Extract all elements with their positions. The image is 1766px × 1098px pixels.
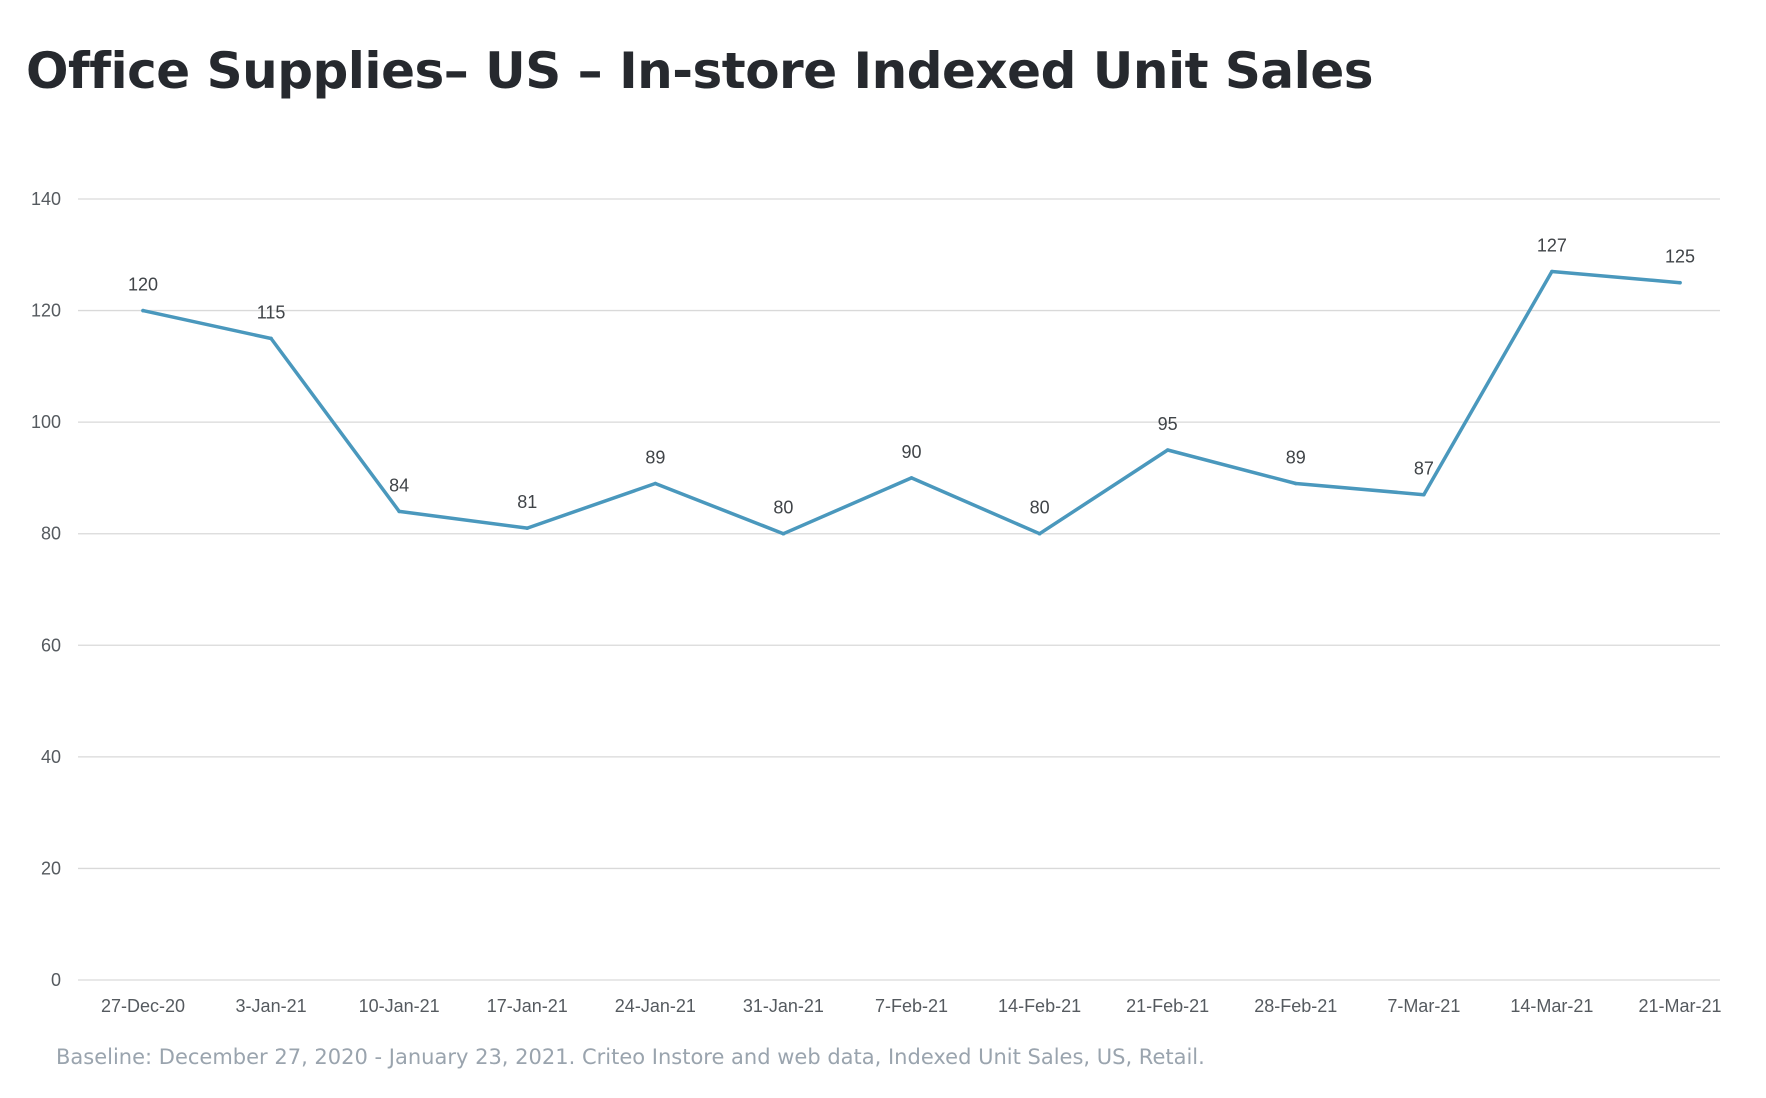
y-tick-label: 40 bbox=[41, 747, 61, 767]
y-tick-label: 120 bbox=[31, 301, 61, 321]
data-labels: 120 115 84 81 89 80 90 80 95 89 87 127 125 bbox=[128, 236, 1695, 518]
data-label: 81 bbox=[517, 492, 537, 512]
data-point bbox=[1678, 280, 1682, 285]
data-label: 87 bbox=[1414, 459, 1434, 479]
x-tick-label: 21-Feb-21 bbox=[1126, 996, 1209, 1016]
y-tick-label: 100 bbox=[31, 412, 61, 432]
source-footnote: Baseline: December 27, 2020 - January 23… bbox=[56, 1045, 1205, 1069]
data-point bbox=[1165, 448, 1170, 452]
data-point bbox=[781, 531, 786, 536]
x-tick-label: 28-Feb-21 bbox=[1254, 996, 1337, 1016]
x-tick-label: 27-Dec-20 bbox=[101, 996, 185, 1016]
y-tick-label: 20 bbox=[41, 858, 61, 878]
data-point bbox=[909, 476, 914, 480]
x-tick-label: 7-Feb-21 bbox=[875, 996, 948, 1016]
data-point bbox=[1422, 492, 1426, 497]
data-label: 80 bbox=[773, 498, 793, 518]
x-tick-label: 10-Jan-21 bbox=[359, 996, 440, 1016]
data-points bbox=[141, 269, 1682, 536]
data-label: 90 bbox=[901, 442, 921, 462]
data-label: 89 bbox=[645, 448, 665, 468]
data-label: 84 bbox=[389, 475, 409, 495]
data-point bbox=[1550, 269, 1554, 274]
gridlines bbox=[78, 198, 1720, 981]
x-tick-label: 21-Mar-21 bbox=[1638, 996, 1721, 1016]
data-label: 125 bbox=[1665, 247, 1695, 267]
data-label: 80 bbox=[1030, 498, 1050, 518]
data-label: 115 bbox=[257, 302, 286, 322]
data-label: 89 bbox=[1286, 448, 1306, 468]
x-tick-label: 31-Jan-21 bbox=[743, 996, 824, 1016]
y-tick-label: 80 bbox=[41, 524, 61, 544]
data-label: 120 bbox=[128, 275, 158, 295]
data-point bbox=[141, 308, 145, 313]
x-tick-label: 7-Mar-21 bbox=[1387, 996, 1460, 1016]
data-point bbox=[269, 336, 273, 341]
x-tick-label: 17-Jan-21 bbox=[487, 996, 568, 1016]
y-axis: 0 20 40 60 80 100 120 140 bbox=[31, 189, 61, 990]
x-tick-label: 24-Jan-21 bbox=[615, 996, 696, 1016]
data-label: 95 bbox=[1158, 414, 1178, 434]
x-tick-label: 3-Jan-21 bbox=[236, 996, 307, 1016]
data-point bbox=[397, 509, 401, 514]
y-tick-label: 0 bbox=[51, 970, 61, 990]
data-point bbox=[1293, 481, 1298, 486]
x-tick-label: 14-Mar-21 bbox=[1510, 996, 1593, 1016]
data-point bbox=[525, 526, 530, 530]
x-axis: 27-Dec-20 3-Jan-21 10-Jan-21 17-Jan-21 24-Ja… bbox=[101, 996, 1722, 1016]
data-point bbox=[1037, 531, 1042, 536]
y-tick-label: 140 bbox=[31, 189, 61, 209]
line-chart: 0 20 40 60 80 100 120 140 27-Dec-20 3-Jan-21 10-J… bbox=[31, 189, 1722, 1016]
y-tick-label: 60 bbox=[41, 635, 61, 655]
x-tick-label: 14-Feb-21 bbox=[998, 996, 1081, 1016]
data-label: 127 bbox=[1537, 236, 1567, 256]
chart-title: Office Supplies– US – In-store Indexed U… bbox=[26, 42, 1373, 100]
data-point bbox=[653, 481, 658, 486]
